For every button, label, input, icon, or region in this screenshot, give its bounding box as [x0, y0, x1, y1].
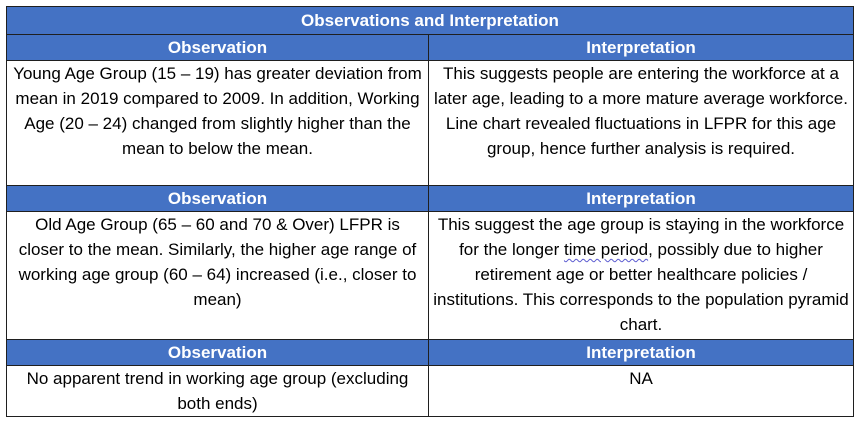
- observation-cell: No apparent trend in working age group (…: [6, 365, 429, 417]
- interpretation-cell: This suggests people are entering the wo…: [428, 60, 854, 186]
- interpretation-cell: This suggest the age group is staying in…: [428, 211, 854, 340]
- observation-header: Observation: [6, 185, 429, 212]
- section-3-row: No apparent trend in working age group (…: [6, 365, 854, 417]
- section-2-row: Old Age Group (65 – 60 and 70 & Over) LF…: [6, 211, 854, 340]
- observations-table-container: Observations and Interpretation Observat…: [6, 6, 854, 420]
- title-row: Observations and Interpretation: [6, 6, 854, 35]
- spellcheck-flagged-text[interactable]: time period: [563, 240, 649, 259]
- section-1-row: Young Age Group (15 – 19) has greater de…: [6, 60, 854, 186]
- observations-table: Observations and Interpretation Observat…: [6, 6, 854, 417]
- section-2-header-row: Observation Interpretation: [6, 185, 854, 212]
- interpretation-header: Interpretation: [428, 185, 854, 212]
- section-3-header-row: Observation Interpretation: [6, 339, 854, 366]
- interpretation-header: Interpretation: [428, 339, 854, 366]
- observation-header: Observation: [6, 339, 429, 366]
- observation-header: Observation: [6, 34, 429, 61]
- observation-cell: Young Age Group (15 – 19) has greater de…: [6, 60, 429, 186]
- table-title: Observations and Interpretation: [6, 6, 854, 35]
- interpretation-cell: NA: [428, 365, 854, 417]
- observation-cell: Old Age Group (65 – 60 and 70 & Over) LF…: [6, 211, 429, 340]
- section-1-header-row: Observation Interpretation: [6, 34, 854, 61]
- interpretation-text: , possibly due to higher retirement age …: [433, 240, 849, 334]
- interpretation-text: This suggest the age group is staying in…: [437, 215, 845, 259]
- interpretation-header: Interpretation: [428, 34, 854, 61]
